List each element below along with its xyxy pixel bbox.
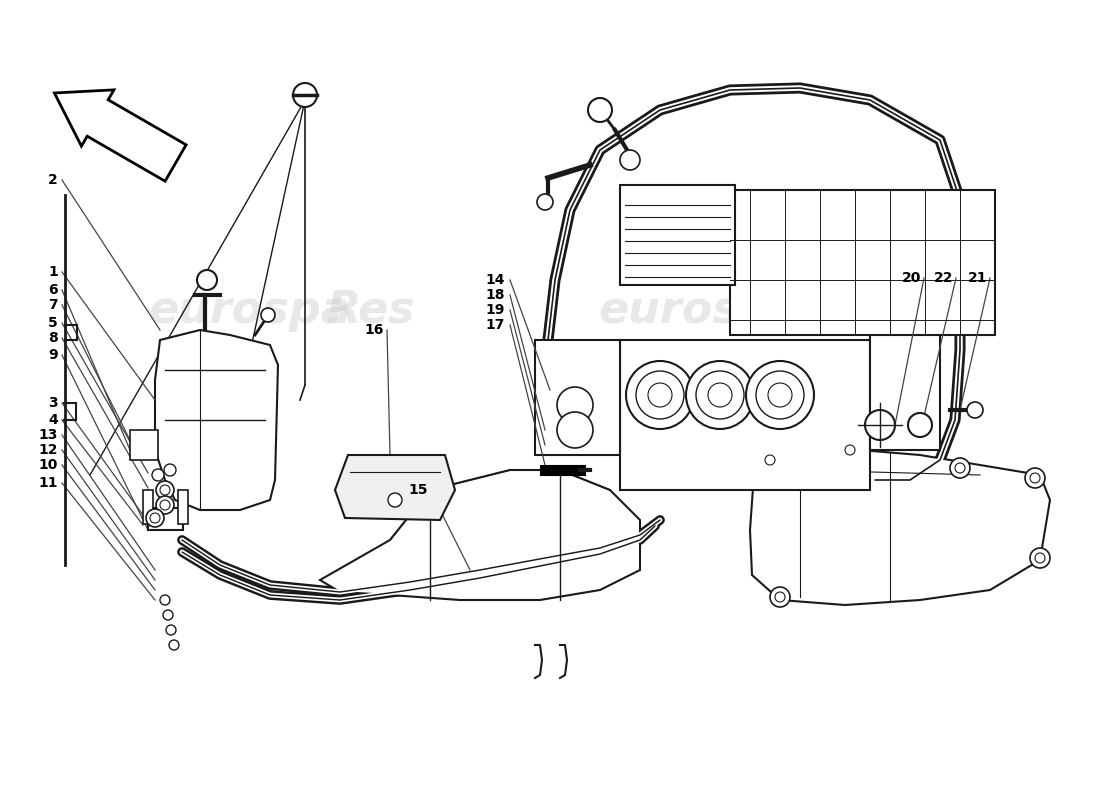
Circle shape <box>1030 473 1040 483</box>
Circle shape <box>160 500 170 510</box>
Text: eurospa: eurospa <box>598 289 802 331</box>
Circle shape <box>764 455 776 465</box>
Circle shape <box>760 450 780 470</box>
Circle shape <box>1030 548 1050 568</box>
Circle shape <box>708 383 732 407</box>
Circle shape <box>160 595 170 605</box>
Circle shape <box>967 402 983 418</box>
Text: 5: 5 <box>48 316 58 330</box>
Circle shape <box>636 371 684 419</box>
Polygon shape <box>336 455 455 520</box>
Circle shape <box>169 640 179 650</box>
Text: 14: 14 <box>485 273 505 287</box>
Text: 21: 21 <box>968 271 987 285</box>
Circle shape <box>950 458 970 478</box>
Bar <box>535 340 620 455</box>
Circle shape <box>845 445 855 455</box>
Circle shape <box>166 625 176 635</box>
Bar <box>148 508 183 530</box>
Text: 4: 4 <box>48 413 58 427</box>
Circle shape <box>156 481 174 499</box>
Circle shape <box>756 371 804 419</box>
Text: eurospa: eurospa <box>148 289 351 331</box>
Text: 22: 22 <box>934 271 953 285</box>
Polygon shape <box>750 450 1050 605</box>
Circle shape <box>164 464 176 476</box>
Circle shape <box>557 412 593 448</box>
Circle shape <box>388 493 401 507</box>
Circle shape <box>746 361 814 429</box>
Circle shape <box>588 98 612 122</box>
Text: 6: 6 <box>48 283 58 297</box>
Bar <box>178 490 188 524</box>
Bar <box>143 490 153 524</box>
Text: 15: 15 <box>408 483 428 497</box>
Circle shape <box>686 361 754 429</box>
Text: 13: 13 <box>39 428 58 442</box>
Circle shape <box>557 387 593 423</box>
Text: 16: 16 <box>364 323 384 337</box>
Text: Res: Res <box>326 289 415 331</box>
Text: 17: 17 <box>485 318 505 332</box>
Polygon shape <box>320 470 640 600</box>
Bar <box>130 430 158 460</box>
Circle shape <box>768 383 792 407</box>
Circle shape <box>146 509 164 527</box>
Text: 3: 3 <box>48 396 58 410</box>
Text: Res: Res <box>785 289 874 331</box>
Bar <box>620 185 735 285</box>
Circle shape <box>908 413 932 437</box>
Text: 12: 12 <box>39 443 58 457</box>
Circle shape <box>152 469 164 481</box>
Text: 20: 20 <box>902 271 921 285</box>
Polygon shape <box>155 330 278 510</box>
Circle shape <box>776 592 785 602</box>
Circle shape <box>293 83 317 107</box>
Circle shape <box>696 371 744 419</box>
Circle shape <box>1025 468 1045 488</box>
Circle shape <box>261 308 275 322</box>
Text: 8: 8 <box>48 331 58 345</box>
Text: 19: 19 <box>485 303 505 317</box>
Text: 1: 1 <box>48 265 58 279</box>
Bar <box>870 320 940 450</box>
Circle shape <box>955 463 965 473</box>
Text: 7: 7 <box>48 298 58 312</box>
Circle shape <box>840 440 860 460</box>
Text: 11: 11 <box>39 476 58 490</box>
Circle shape <box>163 610 173 620</box>
Text: 18: 18 <box>485 288 505 302</box>
Circle shape <box>626 361 694 429</box>
Circle shape <box>648 383 672 407</box>
Circle shape <box>620 150 640 170</box>
Circle shape <box>197 270 217 290</box>
Circle shape <box>865 410 895 440</box>
Bar <box>730 190 996 335</box>
Circle shape <box>770 587 790 607</box>
Circle shape <box>537 194 553 210</box>
Circle shape <box>150 513 160 523</box>
Bar <box>620 340 870 490</box>
Text: 2: 2 <box>48 173 58 187</box>
Circle shape <box>156 496 174 514</box>
Text: 10: 10 <box>39 458 58 472</box>
Circle shape <box>1035 553 1045 563</box>
Polygon shape <box>54 90 186 181</box>
Circle shape <box>160 485 170 495</box>
Text: 9: 9 <box>48 348 58 362</box>
